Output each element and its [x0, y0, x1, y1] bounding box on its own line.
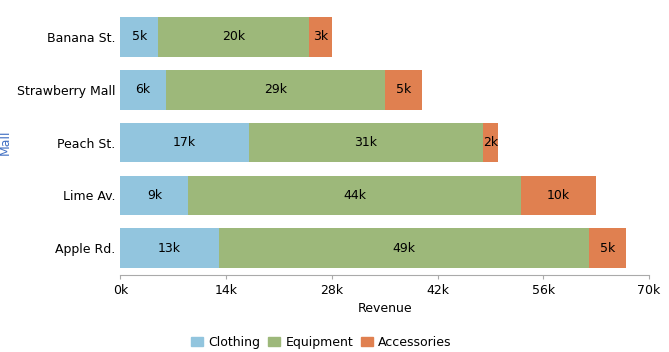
Bar — [249, 123, 483, 162]
Text: 49k: 49k — [392, 242, 415, 254]
Text: 13k: 13k — [158, 242, 181, 254]
Text: 5k: 5k — [600, 242, 615, 254]
Text: 29k: 29k — [264, 83, 287, 96]
Bar — [309, 17, 332, 57]
Y-axis label: Mall: Mall — [0, 130, 11, 155]
Text: 6k: 6k — [136, 83, 151, 96]
Bar — [120, 17, 158, 57]
Bar — [219, 228, 589, 268]
Text: 17k: 17k — [173, 136, 196, 149]
Bar — [158, 17, 309, 57]
Bar — [120, 123, 249, 162]
Text: 9k: 9k — [147, 189, 162, 202]
Text: 2k: 2k — [483, 136, 498, 149]
Legend: Clothing, Equipment, Accessories: Clothing, Equipment, Accessories — [187, 332, 456, 352]
Text: 44k: 44k — [343, 189, 366, 202]
Bar — [120, 70, 166, 109]
Bar — [120, 228, 219, 268]
Bar — [166, 70, 385, 109]
Bar — [385, 70, 422, 109]
Text: 3k: 3k — [313, 31, 328, 43]
Bar — [520, 176, 596, 215]
Text: 10k: 10k — [547, 189, 570, 202]
Text: 20k: 20k — [222, 31, 246, 43]
Bar — [483, 123, 498, 162]
Bar — [120, 176, 189, 215]
Bar — [589, 228, 626, 268]
Bar — [189, 176, 520, 215]
Text: 5k: 5k — [132, 31, 147, 43]
X-axis label: Revenue: Revenue — [357, 302, 412, 315]
Text: 31k: 31k — [355, 136, 377, 149]
Text: 5k: 5k — [396, 83, 411, 96]
